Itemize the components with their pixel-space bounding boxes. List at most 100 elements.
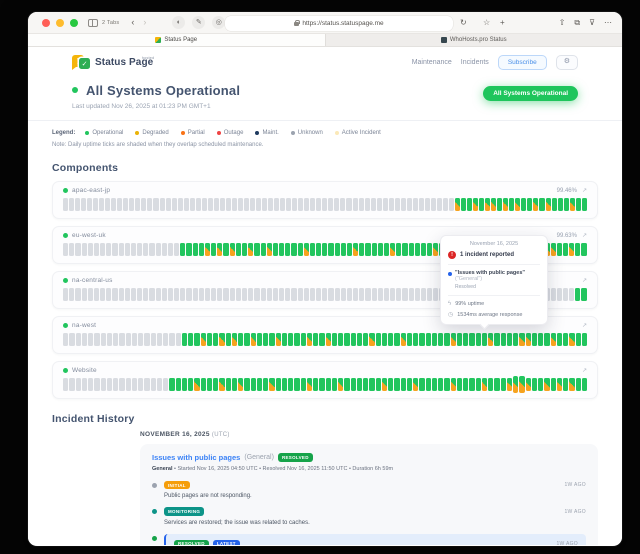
uptime-tick[interactable]: [488, 333, 494, 346]
uptime-tick[interactable]: [141, 198, 147, 211]
uptime-tick[interactable]: [244, 333, 250, 346]
tab-overview-icon[interactable]: ⧉: [574, 18, 581, 27]
uptime-tick[interactable]: [156, 333, 162, 346]
url-text[interactable]: https://status.statuspage.me: [302, 19, 384, 27]
minimize-window-button[interactable]: [56, 18, 64, 27]
uptime-tick[interactable]: [159, 198, 165, 211]
uptime-tick[interactable]: [356, 333, 362, 346]
uptime-tick[interactable]: [322, 288, 328, 301]
uptime-tick[interactable]: [194, 378, 200, 391]
uptime-tick[interactable]: [69, 333, 75, 346]
uptime-tick[interactable]: [69, 243, 75, 256]
uptime-tick[interactable]: [303, 243, 309, 256]
uptime-tick[interactable]: [563, 378, 569, 391]
uptime-tick[interactable]: [243, 198, 249, 211]
uptime-tick[interactable]: [112, 243, 118, 256]
bookmark-star-icon[interactable]: ☆: [483, 17, 491, 27]
extensions-icon[interactable]: ◎: [212, 16, 226, 29]
uptime-tick[interactable]: [371, 288, 377, 301]
uptime-tick[interactable]: [138, 333, 144, 346]
uptime-tick[interactable]: [281, 378, 287, 391]
uptime-tick[interactable]: [550, 243, 556, 256]
uptime-tick[interactable]: [268, 198, 274, 211]
uptime-tick[interactable]: [106, 288, 112, 301]
uptime-tick[interactable]: [87, 288, 93, 301]
uptime-tick[interactable]: [201, 198, 207, 211]
uptime-tick[interactable]: [418, 198, 424, 211]
uptime-tick[interactable]: [211, 243, 217, 256]
uptime-tick[interactable]: [431, 333, 437, 346]
uptime-tick[interactable]: [285, 288, 291, 301]
uptime-tick[interactable]: [155, 288, 161, 301]
uptime-tick[interactable]: [241, 288, 248, 301]
uptime-tick[interactable]: [575, 333, 581, 346]
uptime-tick[interactable]: [485, 198, 491, 211]
uptime-tick[interactable]: [375, 333, 381, 346]
uptime-tick[interactable]: [135, 198, 141, 211]
uptime-tick[interactable]: [272, 288, 279, 301]
uptime-tick[interactable]: [319, 333, 325, 346]
uptime-tick[interactable]: [163, 378, 169, 391]
uptime-tick[interactable]: [556, 378, 562, 391]
uptime-tick[interactable]: [63, 243, 69, 256]
uptime-tick[interactable]: [377, 288, 383, 301]
uptime-tick[interactable]: [338, 333, 344, 346]
uptime-tick[interactable]: [231, 333, 237, 346]
uptime-tick[interactable]: [383, 288, 390, 301]
incident-title-link[interactable]: Issues with public pages: [152, 453, 241, 462]
uptime-tick[interactable]: [494, 378, 500, 391]
uptime-tick[interactable]: [186, 288, 192, 301]
uptime-tick[interactable]: [550, 333, 556, 346]
uptime-tick[interactable]: [204, 243, 211, 256]
uptime-tick[interactable]: [533, 198, 539, 211]
uptime-tick[interactable]: [219, 198, 225, 211]
uptime-tick[interactable]: [322, 243, 328, 256]
uptime-tick[interactable]: [461, 198, 467, 211]
uptime-tick[interactable]: [513, 376, 519, 393]
uptime-tick[interactable]: [519, 376, 525, 393]
uptime-tick[interactable]: [503, 198, 509, 211]
uptime-tick[interactable]: [425, 333, 431, 346]
uptime-tick[interactable]: [350, 378, 356, 391]
uptime-tick[interactable]: [581, 333, 587, 346]
uptime-tick[interactable]: [100, 378, 106, 391]
uptime-tick[interactable]: [400, 198, 406, 211]
uptime-tick[interactable]: [225, 333, 231, 346]
uptime-tick[interactable]: [288, 333, 294, 346]
uptime-tick[interactable]: [124, 243, 130, 256]
uptime-tick[interactable]: [69, 378, 75, 391]
uptime-tick[interactable]: [297, 288, 303, 301]
uptime-tick[interactable]: [181, 378, 187, 391]
uptime-tick[interactable]: [81, 378, 87, 391]
uptime-tick[interactable]: [254, 288, 260, 301]
compose-icon[interactable]: ✎: [192, 16, 206, 29]
uptime-tick[interactable]: [150, 378, 156, 391]
uptime-tick[interactable]: [303, 288, 309, 301]
uptime-tick[interactable]: [263, 333, 269, 346]
uptime-tick[interactable]: [562, 243, 569, 256]
uptime-tick[interactable]: [169, 378, 175, 391]
uptime-tick[interactable]: [280, 198, 286, 211]
uptime-tick[interactable]: [189, 198, 195, 211]
uptime-tick[interactable]: [75, 378, 81, 391]
uptime-tick[interactable]: [481, 378, 487, 391]
uptime-tick[interactable]: [88, 333, 94, 346]
uptime-tick[interactable]: [358, 198, 364, 211]
uptime-tick[interactable]: [188, 333, 194, 346]
uptime-tick[interactable]: [538, 378, 544, 391]
uptime-tick[interactable]: [93, 243, 100, 256]
tooltip-incident-entry[interactable]: "Issues with public pages" ("General") R…: [448, 265, 540, 296]
uptime-tick[interactable]: [281, 333, 287, 346]
uptime-tick[interactable]: [402, 288, 408, 301]
uptime-tick[interactable]: [545, 198, 551, 211]
uptime-tick[interactable]: [412, 198, 418, 211]
uptime-tick[interactable]: [254, 243, 260, 256]
uptime-tick[interactable]: [217, 288, 223, 301]
uptime-tick[interactable]: [569, 288, 575, 301]
uptime-tick[interactable]: [491, 198, 497, 211]
uptime-tick[interactable]: [427, 288, 433, 301]
uptime-tick[interactable]: [248, 243, 254, 256]
uptime-tick[interactable]: [81, 198, 87, 211]
uptime-tick[interactable]: [206, 333, 212, 346]
uptime-tick[interactable]: [550, 288, 556, 301]
